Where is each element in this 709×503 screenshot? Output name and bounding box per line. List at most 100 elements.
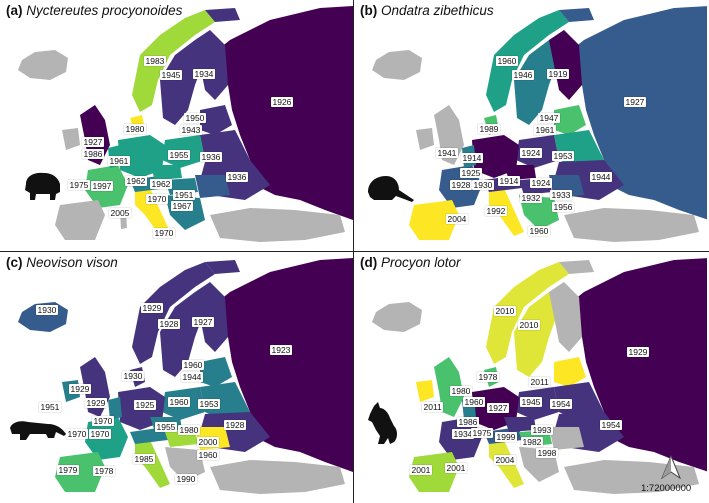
region-finland (549, 282, 582, 352)
scale-label: 1:72000000 (641, 483, 692, 494)
year-label: 1933 (550, 190, 572, 200)
region-iceland (372, 302, 422, 332)
year-label: 1927 (624, 97, 646, 107)
year-label: 1946 (512, 70, 534, 80)
year-label: 1993 (531, 425, 553, 435)
year-label: 1983 (144, 56, 166, 66)
region-balkans (165, 447, 205, 482)
year-label: 1960 (528, 226, 550, 236)
year-label: 1945 (520, 397, 542, 407)
region-italy (135, 440, 170, 488)
region-finland (195, 30, 228, 100)
year-label: 1944 (181, 372, 203, 382)
region-sweden (514, 40, 559, 125)
year-label: 1980 (178, 425, 200, 435)
year-label: 1997 (91, 181, 113, 191)
panel-a: (a) Nyctereutes procyonoides 1983 1945 1… (0, 0, 353, 251)
region-turkey (564, 208, 699, 242)
raccoon-icon (368, 402, 397, 444)
year-label: 1936 (200, 152, 222, 162)
region-russia (205, 258, 353, 472)
year-label: 1978 (93, 466, 115, 476)
region-turkey (564, 460, 699, 494)
panel-a-species: Nyctereutes procyonoides (26, 3, 183, 18)
year-label: 1970 (146, 194, 168, 204)
region-belarus (200, 382, 250, 422)
year-label: 1943 (180, 125, 202, 135)
region-russia (559, 258, 707, 472)
region-iberia (409, 452, 459, 492)
year-label: 1955 (155, 422, 177, 432)
region-kola (205, 260, 240, 274)
year-label: 1998 (536, 448, 558, 458)
region-norway (132, 10, 215, 112)
year-label: 1962 (125, 176, 147, 186)
region-ireland (416, 380, 434, 402)
year-label: 1929 (69, 384, 91, 394)
year-label: 1929 (141, 303, 163, 313)
region-italy (135, 188, 170, 236)
year-label: 1944 (590, 172, 612, 182)
region-balkans (519, 195, 559, 230)
year-label: 2004 (446, 214, 468, 224)
year-label: 1914 (498, 176, 520, 186)
year-label: 1980 (450, 386, 472, 396)
region-sweden (160, 292, 205, 377)
region-ireland (416, 128, 434, 150)
year-label: 1970 (92, 416, 114, 426)
year-label: 2011 (422, 402, 444, 412)
year-label: 1961 (534, 125, 556, 135)
region-iberia (409, 200, 459, 240)
year-label: 1926 (271, 97, 293, 107)
year-label: 1945 (160, 70, 182, 80)
region-benelux (108, 397, 122, 420)
year-label: 1982 (521, 437, 543, 447)
year-label: 1930 (122, 371, 144, 381)
year-label: 1951 (173, 190, 195, 200)
year-label: 1992 (485, 206, 507, 216)
year-label: 1975 (471, 428, 493, 438)
panel-d: (d) Procyon lotor 2010 2010 1929 1978 20… (354, 252, 707, 503)
year-label: 2010 (518, 320, 540, 330)
muskrat-icon (368, 176, 414, 202)
region-russia (559, 6, 707, 220)
panel-a-title: (a) Nyctereutes procyonoides (6, 3, 182, 18)
year-label: 1990 (175, 474, 197, 484)
region-baltics (554, 105, 586, 135)
year-label: 1955 (168, 150, 190, 160)
year-label: 1934 (452, 429, 474, 439)
region-kola (559, 8, 594, 22)
year-label: 1936 (226, 172, 248, 182)
panel-c: (c) Neovison vison 1930 1929 1928 1927 1… (0, 252, 353, 503)
region-kola (205, 8, 240, 22)
region-baltics (554, 357, 586, 387)
horizontal-divider (0, 251, 709, 252)
year-label: 1970 (153, 228, 175, 238)
year-label: 1960 (182, 360, 204, 370)
year-label: 1914 (461, 153, 483, 163)
year-label: 1927 (82, 137, 104, 147)
year-label: 1953 (552, 151, 574, 161)
year-label: 1960 (463, 397, 485, 407)
region-czechia (150, 165, 182, 180)
year-label: 1925 (134, 400, 156, 410)
region-baltics (200, 357, 232, 387)
year-label: 1961 (108, 156, 130, 166)
year-label: 1999 (495, 432, 517, 442)
year-label: 1924 (520, 148, 542, 158)
region-belarus (554, 382, 604, 422)
year-label: 1951 (39, 402, 61, 412)
panel-c-letter: (c) (6, 255, 23, 270)
year-label: 1923 (270, 345, 292, 355)
region-iceland (372, 50, 422, 80)
panel-c-title: (c) Neovison vison (6, 255, 118, 270)
region-iberia (55, 200, 105, 240)
map-b (372, 6, 707, 242)
region-norway (486, 10, 569, 112)
year-label: 1929 (85, 398, 107, 408)
year-label: 1930 (36, 305, 58, 315)
year-label: 1954 (600, 420, 622, 430)
year-label: 1962 (150, 179, 172, 189)
year-label: 2010 (494, 306, 516, 316)
